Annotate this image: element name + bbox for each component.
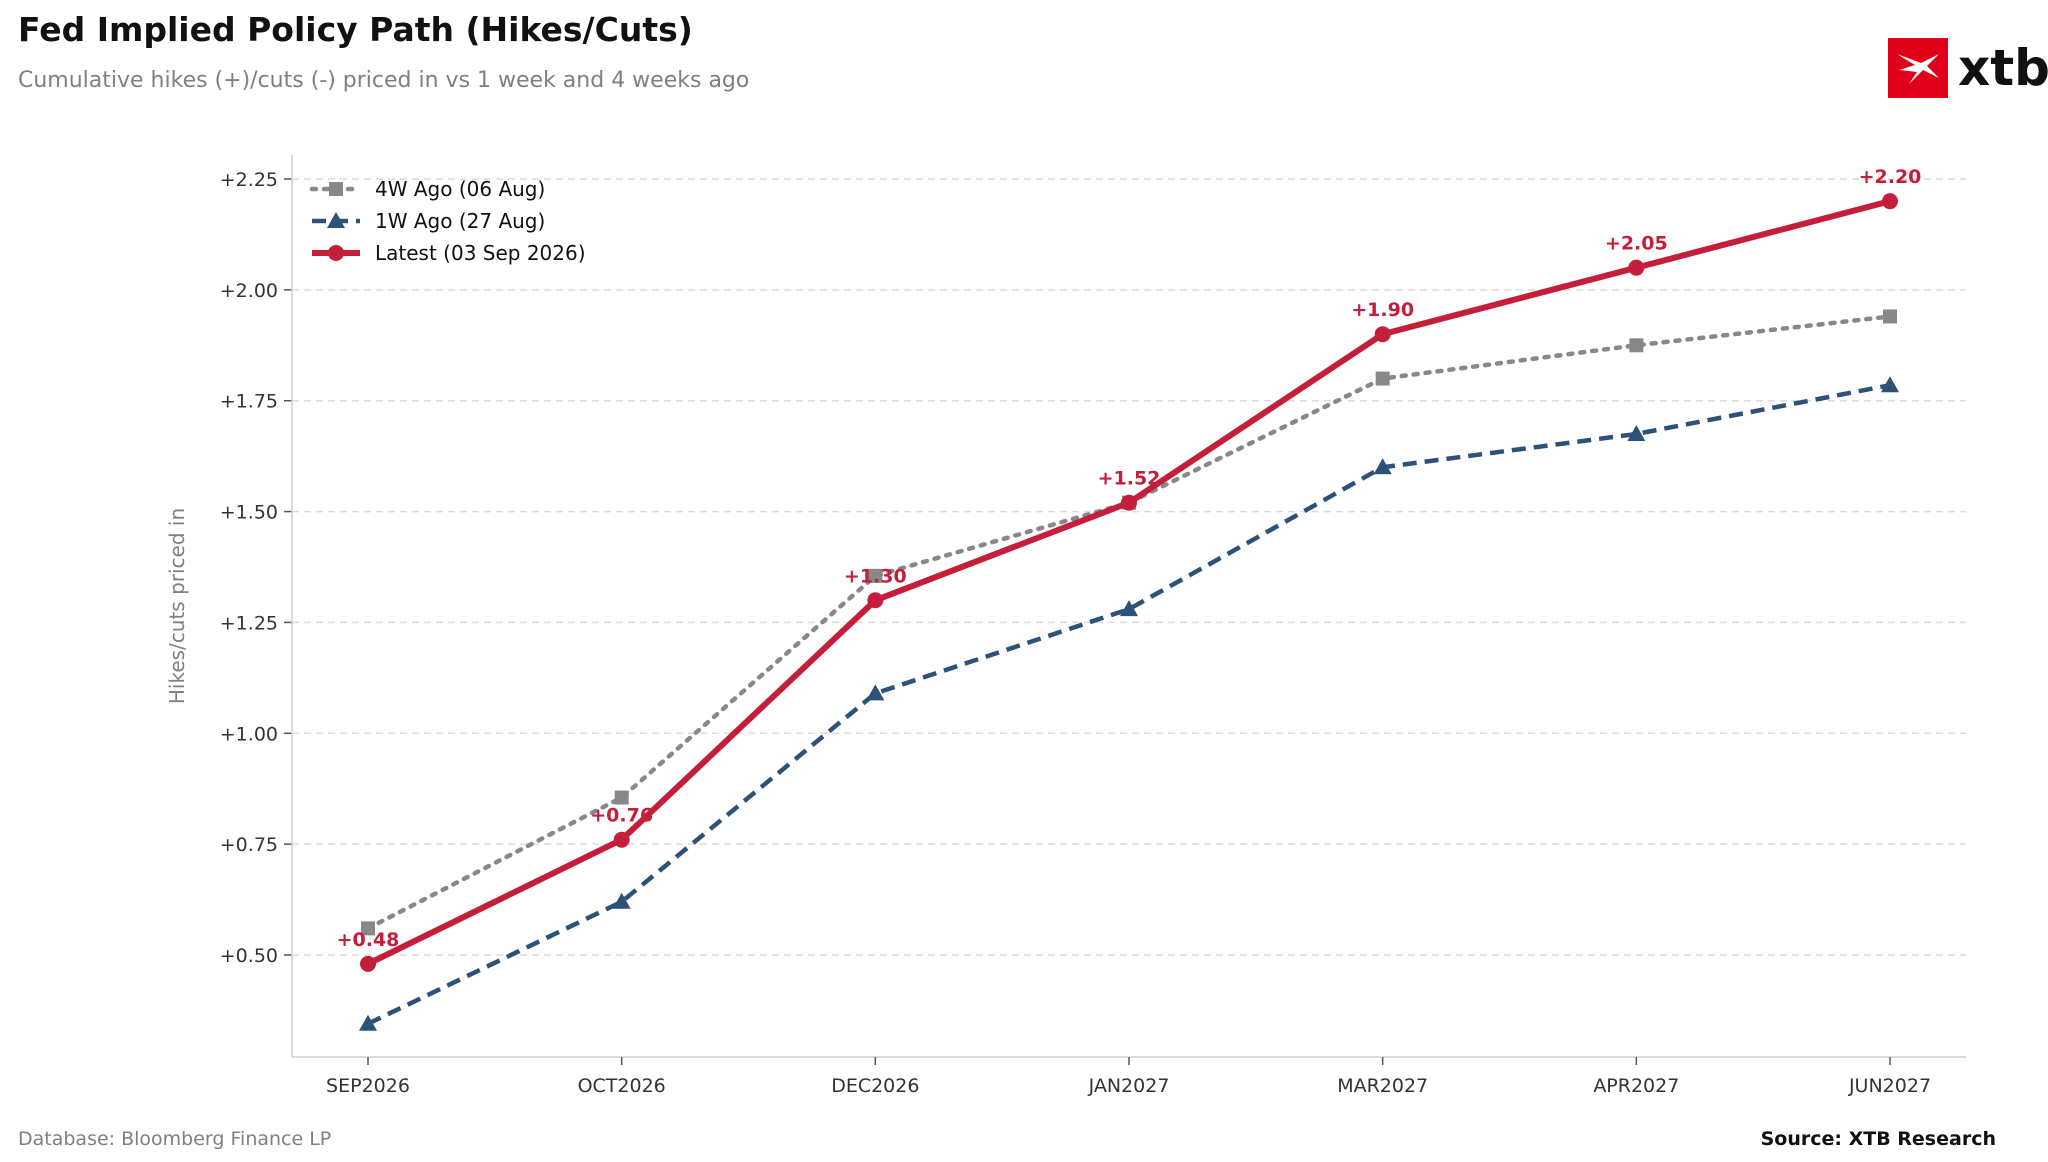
data-label: +1.90 [1351,299,1414,321]
series-1-point [612,892,631,909]
legend-entry: Latest (03 Sep 2026) [375,241,586,265]
data-label: +2.20 [1859,166,1922,188]
grid-lines [292,178,1966,956]
x-tick-label: MAR2027 [1337,1075,1428,1097]
series-1-point [1881,376,1899,393]
y-tick-label: +2.25 [220,169,278,191]
chart-subtitle: Cumulative hikes (+)/cuts (-) priced in … [18,68,750,93]
data-label: +0.48 [337,929,400,951]
x-tick-label: SEP2026 [326,1075,410,1097]
series-0-point [1375,371,1390,386]
legend-entry: 1W Ago (27 Aug) [375,209,545,233]
series-1-point [1373,458,1392,475]
series-0-point [614,790,629,805]
series-line-2 [366,198,1891,967]
data-label: +1.52 [1098,468,1161,490]
series-2-point [1628,259,1645,276]
series-1-point [866,684,885,701]
xtb-logo-text: xtb [1958,39,2048,97]
legend-marker-2 [328,245,344,261]
axes: +0.50 +0.75 +1.00 +1.25 +1.50 +1.75 +2.00 +2.25… [165,155,1966,1097]
x-tick-label: APR2027 [1593,1075,1679,1097]
y-tick-label: +1.50 [220,502,278,524]
series-1-point [1627,424,1646,441]
series-1-point [359,1014,377,1031]
data-label: +0.76 [590,805,653,827]
series-2-point [360,955,376,972]
x-tick-label: DEC2026 [831,1075,919,1097]
data-label: +1.30 [844,565,907,587]
series-1-point [1120,600,1138,617]
y-tick-label: +0.50 [220,945,278,967]
x-tick-label: JUN2027 [1848,1075,1931,1097]
y-tick-label: +1.75 [220,391,278,413]
x-tick-label: JAN2027 [1088,1075,1170,1097]
series-0-point [361,921,375,936]
series-lines [359,193,1899,1031]
series-0-point [868,568,883,583]
series-0-point [1883,309,1897,324]
x-tick-label: OCT2026 [578,1075,666,1097]
y-tick-label: +0.75 [220,834,278,856]
source-note: Source: XTB Research [1760,1128,1996,1150]
series-2-point [1121,494,1137,511]
series-2-point [1374,326,1391,343]
legend-entry: 4W Ago (06 Aug) [375,177,545,201]
data-labels: +0.48 +0.76 +1.30 +1.52 +1.90 +2.05 +2.20 [337,166,1922,951]
legend: 4W Ago (06 Aug) 1W Ago (27 Aug) Latest (03… [309,177,586,265]
y-tick-label: +1.25 [220,612,278,634]
database-note: Database: Bloomberg Finance LP [18,1128,332,1150]
series-2-point [1882,193,1898,210]
data-label: +2.05 [1605,233,1668,255]
chart-title: Fed Implied Policy Path (Hikes/Cuts) [18,10,693,49]
y-tick-label: +1.00 [220,723,278,745]
legend-marker-0 [329,182,343,196]
y-tick-label: +2.00 [220,280,278,302]
xtb-logo: xtb [1888,38,2048,98]
legend-marker-1 [327,212,345,228]
series-0-point [1629,338,1644,353]
series-2-point [613,831,630,848]
xtb-logo-mark-icon [1888,38,1948,98]
series-2-point [867,592,884,609]
y-axis-label: Hikes/cuts priced in [165,508,189,704]
